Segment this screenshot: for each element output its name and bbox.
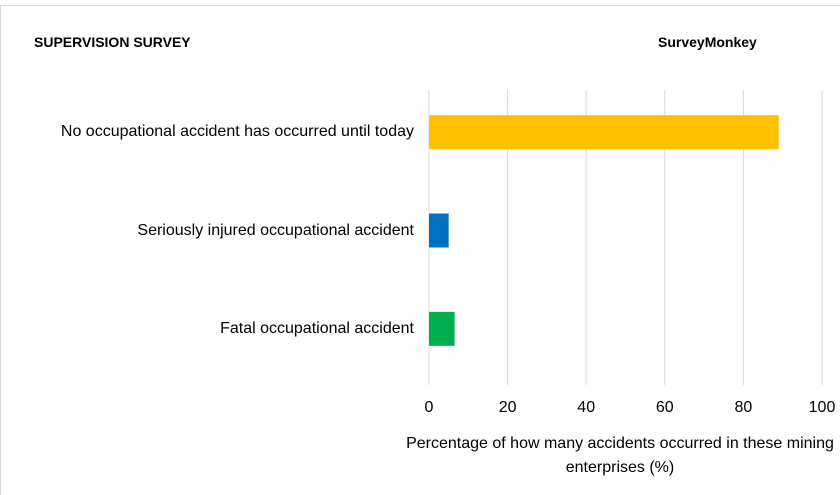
bar	[429, 213, 449, 248]
x-tick-label: 20	[498, 399, 517, 416]
x-tick-label: 60	[655, 399, 674, 416]
x-tick-label: 0	[424, 399, 434, 416]
y-tick-label: No occupational accident has occurred un…	[60, 123, 414, 141]
x-tick-label: 100	[808, 399, 836, 416]
x-axis-title: Percentage of how many accidents occurre…	[406, 435, 834, 476]
x-tick-label: 80	[734, 399, 753, 416]
bar	[429, 115, 779, 150]
y-tick-label: Seriously injured occupational accident	[137, 221, 414, 239]
chart-title: SUPERVISION SURVEY	[34, 34, 191, 50]
bar	[429, 311, 455, 346]
x-tick-label: 40	[577, 399, 596, 416]
y-tick-label: Fatal occupational accident	[220, 319, 414, 337]
source: SurveyMonkey	[658, 34, 757, 50]
frame	[0, 5, 840, 495]
